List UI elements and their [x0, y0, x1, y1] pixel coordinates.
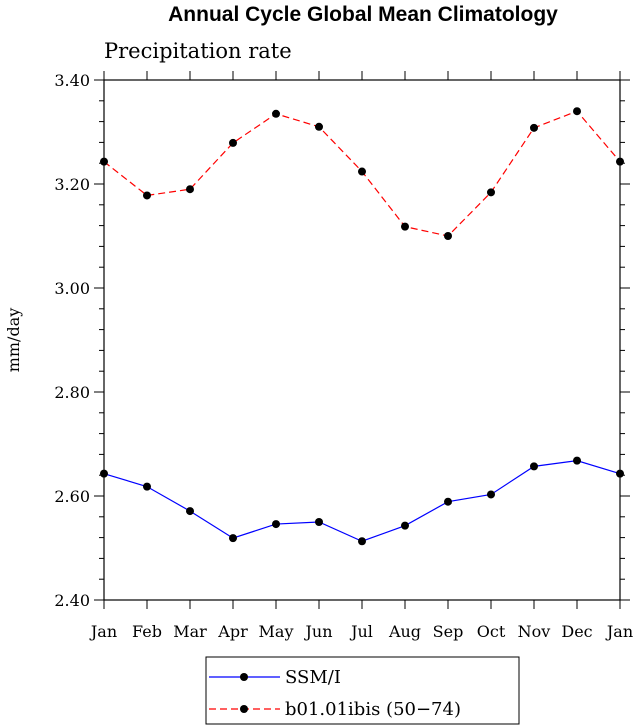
- y-tick-label: 3.00: [54, 279, 90, 298]
- data-point: [444, 497, 452, 506]
- series-layer: [100, 107, 624, 546]
- chart-title: Annual Cycle Global Mean Climatology: [168, 3, 558, 26]
- data-point: [358, 537, 366, 546]
- chart-subtitle: Precipitation rate: [104, 39, 292, 63]
- y-tick-label: 2.80: [54, 383, 90, 402]
- data-point: [530, 123, 538, 132]
- x-tick-label: Feb: [132, 622, 162, 641]
- y-tick-label: 2.60: [54, 487, 90, 506]
- data-point: [616, 157, 624, 166]
- x-tick-label: Dec: [561, 622, 592, 641]
- y-tick-label: 3.20: [54, 175, 90, 194]
- axes: Jan Feb Mar Apr May Jun Jul Aug Sep Oct Nov Dec Jan 2…: [54, 71, 633, 641]
- x-tick-label: Jan: [89, 622, 117, 641]
- x-tick-label: Jul: [349, 622, 373, 641]
- y-axis-label: mm/day: [4, 308, 23, 373]
- data-point: [573, 107, 581, 116]
- data-point: [186, 507, 194, 516]
- legend: SSM/I b01.01ibis (50−74): [205, 656, 520, 725]
- data-point: [315, 518, 323, 526]
- legend-marker: [240, 673, 248, 681]
- data-point: [229, 534, 237, 543]
- x-tick-label: Apr: [217, 622, 248, 641]
- data-point: [186, 185, 194, 194]
- legend-marker: [240, 705, 248, 713]
- data-point: [143, 482, 151, 491]
- data-point: [401, 521, 409, 530]
- data-point: [573, 456, 581, 465]
- x-tick-label: Jun: [303, 622, 332, 641]
- x-tick-label: May: [259, 622, 294, 641]
- x-tick-label: Mar: [173, 622, 207, 641]
- data-point: [530, 462, 538, 471]
- data-point: [315, 122, 323, 131]
- legend-label: b01.01ibis (50−74): [285, 699, 461, 720]
- data-point: [401, 222, 409, 231]
- x-tick-label: Aug: [388, 622, 421, 641]
- y-tick-label: 3.40: [54, 71, 90, 90]
- data-point: [272, 109, 280, 118]
- data-point: [100, 469, 108, 478]
- x-tick-label: Oct: [477, 622, 506, 641]
- series-line-1: [103, 460, 621, 542]
- data-point: [487, 188, 495, 197]
- legend-label: SSM/I: [285, 667, 341, 688]
- data-point: [616, 469, 624, 478]
- data-point: [358, 167, 366, 176]
- data-point: [487, 490, 495, 499]
- data-point: [100, 157, 108, 166]
- y-tick-label: 2.40: [54, 591, 90, 610]
- data-point: [143, 191, 151, 200]
- data-point: [272, 520, 280, 529]
- x-tick-label: Sep: [433, 622, 464, 641]
- data-point: [229, 138, 237, 147]
- plot-frame: [103, 79, 621, 601]
- data-point: [444, 232, 452, 240]
- legend-box: [205, 656, 520, 725]
- x-tick-label: Nov: [518, 622, 551, 641]
- x-tick-label: Jan: [605, 622, 633, 641]
